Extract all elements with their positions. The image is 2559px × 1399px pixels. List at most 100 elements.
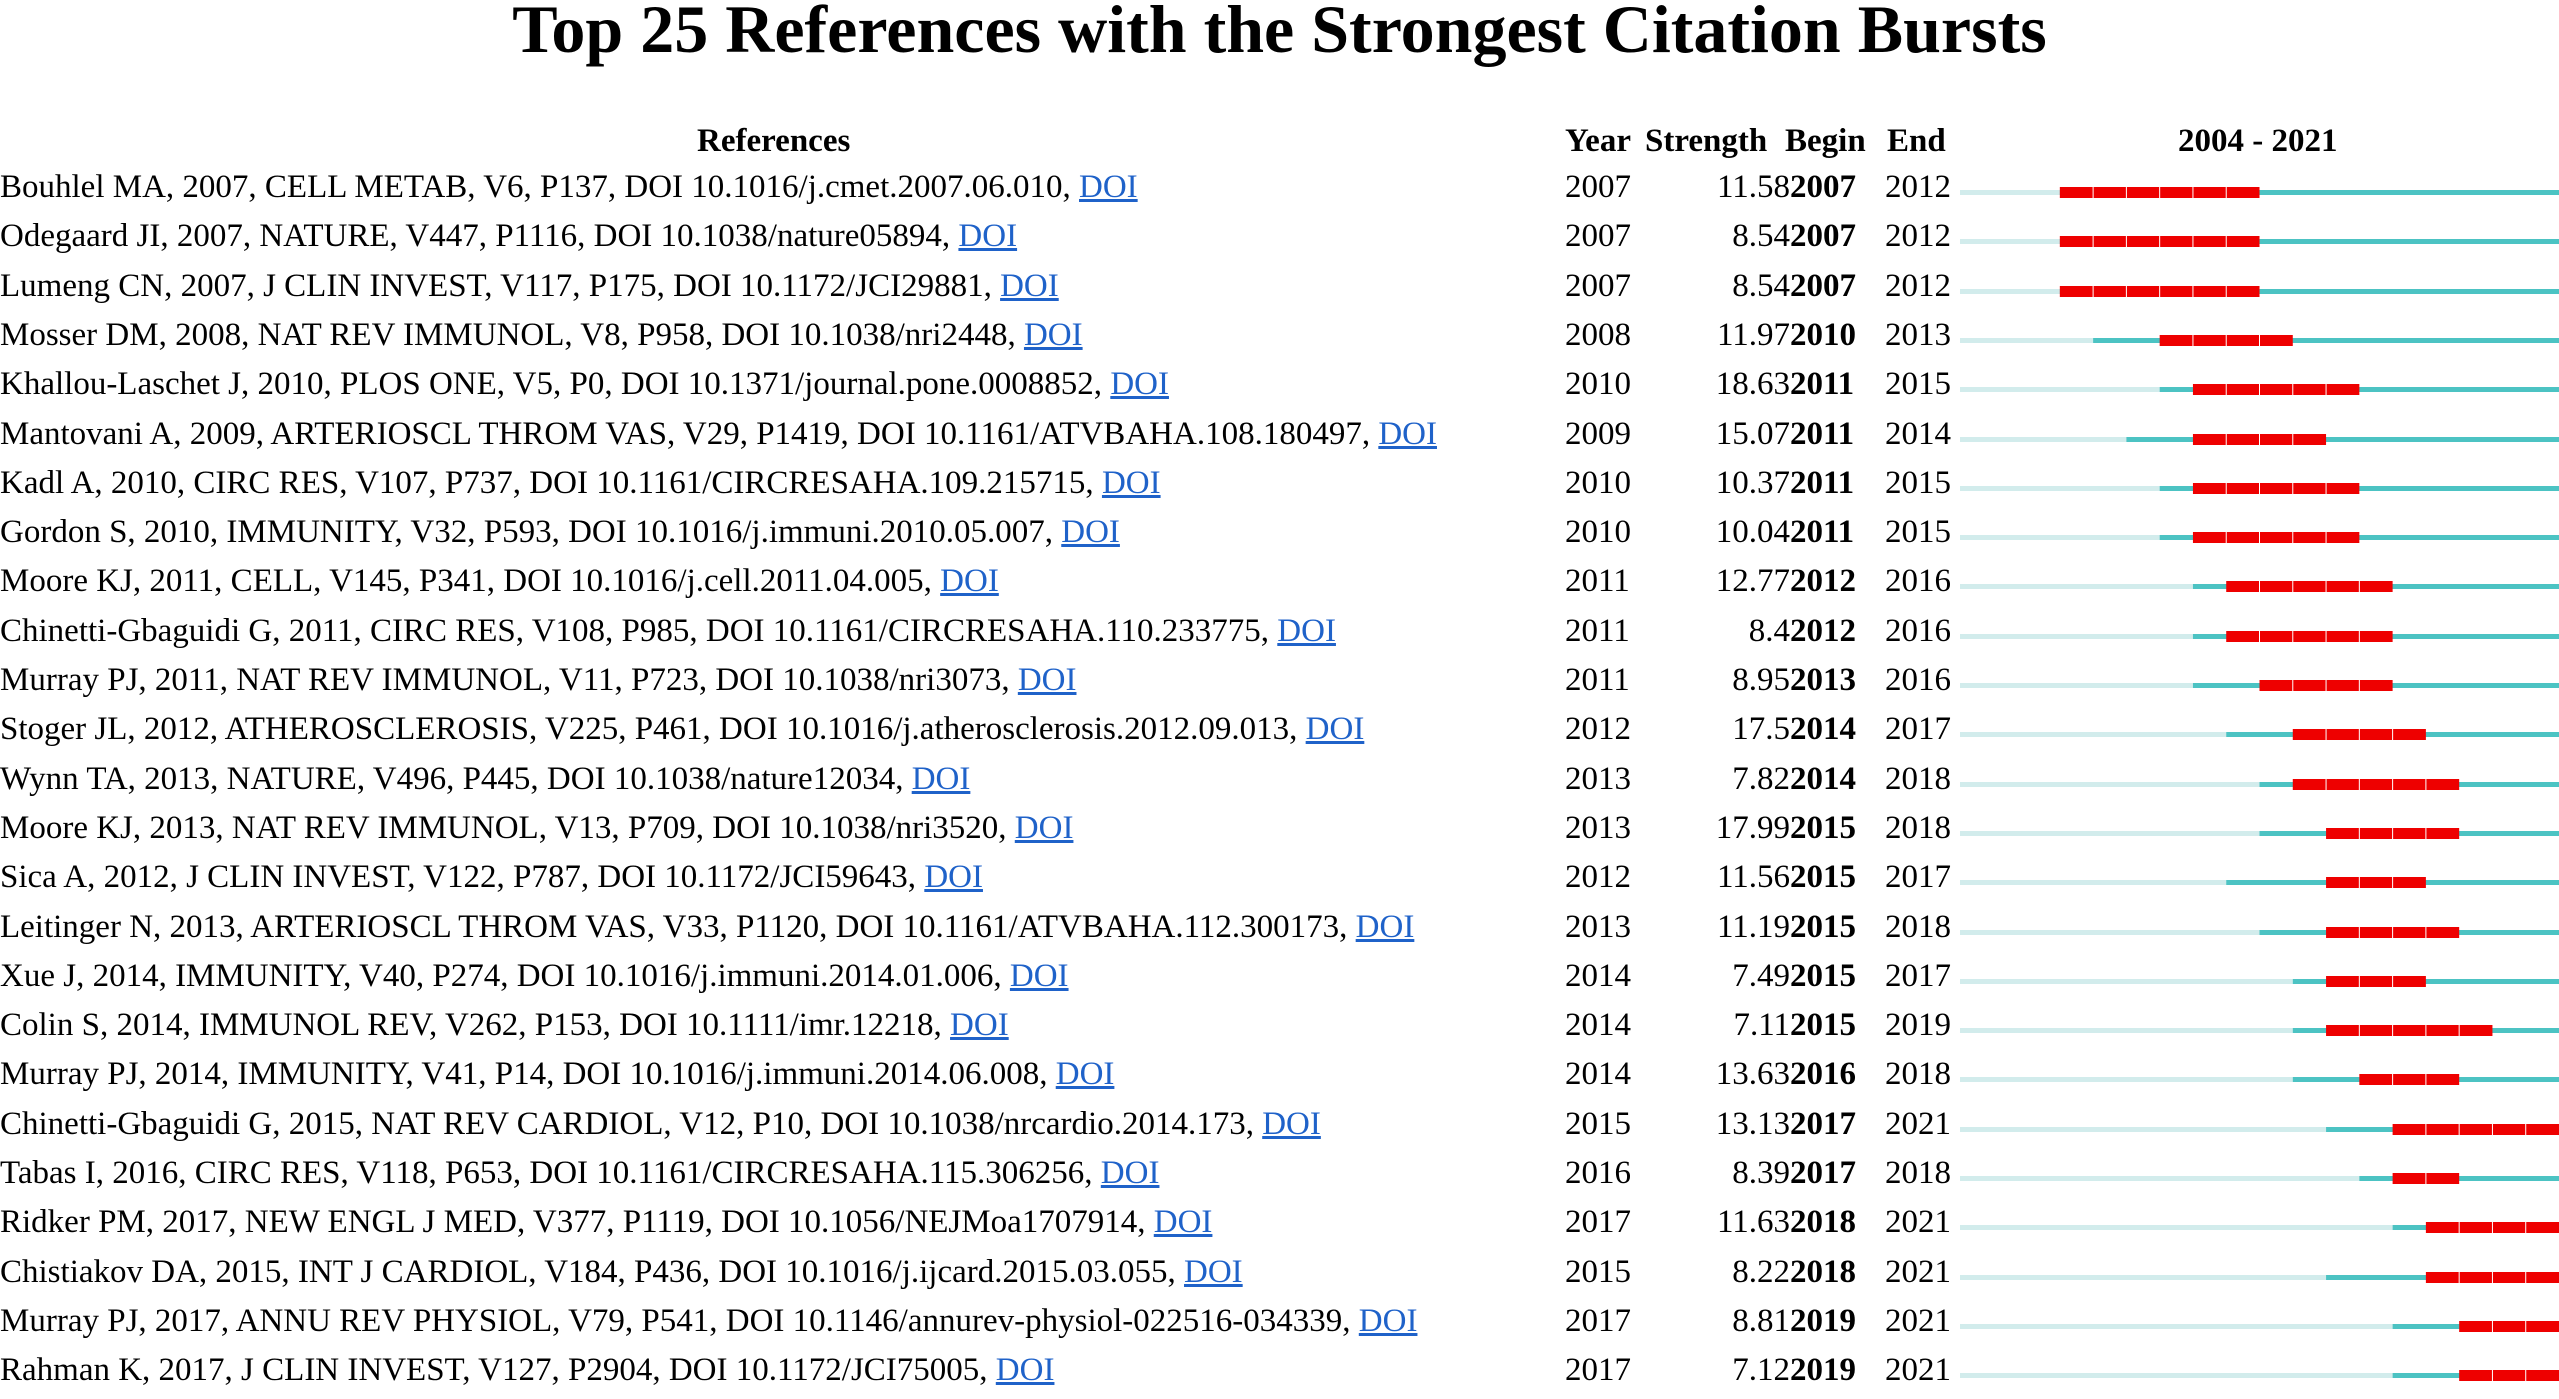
doi-link[interactable]: DOI <box>1055 1056 1115 1093</box>
burst-year-divider <box>2525 1271 2527 1283</box>
begin-cell: 2015 <box>1790 809 1856 846</box>
table-row: Leitinger N, 2013, ARTERIOSCL THROM VAS,… <box>0 907 2559 956</box>
doi-link[interactable]: DOI <box>1079 169 1138 205</box>
reference-cell: Xue J, 2014, IMMUNITY, V40, P274, DOI 10… <box>0 956 1069 996</box>
doi-link[interactable]: DOI <box>1358 1302 1418 1339</box>
reference-text: Ridker PM, 2017, NEW ENGL J MED, V377, P… <box>0 1204 1154 1241</box>
burst-year-divider <box>2458 1025 2460 1037</box>
burst-timeline <box>1960 1271 2559 1283</box>
burst-year-divider <box>2125 236 2127 248</box>
end-cell: 2017 <box>1885 859 1951 896</box>
burst-year-divider <box>2092 236 2094 248</box>
burst-timeline <box>1960 334 2559 346</box>
timeline-active <box>2126 436 2559 442</box>
year-cell: 2017 <box>1565 1352 1631 1389</box>
burst-bar <box>2226 581 2393 593</box>
end-cell: 2016 <box>1885 563 1951 600</box>
doi-link[interactable]: DOI <box>924 859 983 896</box>
burst-year-divider <box>2325 581 2327 593</box>
reference-cell: Wynn TA, 2013, NATURE, V496, P445, DOI 1… <box>0 759 970 799</box>
strength-cell: 10.37 <box>1715 464 1790 501</box>
burst-year-divider <box>2259 334 2260 346</box>
timeline-pre-publication <box>1960 732 2227 738</box>
table-row: Moore KJ, 2013, NAT REV IMMUNOL, V13, P7… <box>0 808 2559 857</box>
burst-bar <box>2292 778 2460 790</box>
end-cell: 2018 <box>1885 809 1951 846</box>
header-begin: Begin <box>1785 123 1866 159</box>
doi-link[interactable]: DOI <box>1017 662 1077 698</box>
burst-year-divider <box>2325 680 2327 691</box>
begin-cell: 2014 <box>1790 711 1856 748</box>
doi-link[interactable]: DOI <box>1184 1253 1243 1290</box>
timeline-pre-publication <box>1960 1126 2327 1132</box>
year-cell: 2011 <box>1565 612 1630 649</box>
timeline-pre-publication <box>1960 1028 2293 1034</box>
timeline-pre-publication <box>1960 683 2193 688</box>
doi-link[interactable]: DOI <box>1023 316 1083 353</box>
doi-link[interactable]: DOI <box>1305 711 1365 748</box>
burst-year-divider <box>2292 532 2294 544</box>
end-cell: 2014 <box>1885 415 1951 452</box>
timeline-pre-publication <box>1960 535 2160 541</box>
doi-link[interactable]: DOI <box>1262 1105 1321 1142</box>
doi-link[interactable]: DOI <box>1355 908 1415 945</box>
reference-cell: Stoger JL, 2012, ATHEROSCLEROSIS, V225, … <box>0 709 1364 749</box>
doi-link[interactable]: DOI <box>1009 957 1069 994</box>
begin-cell: 2014 <box>1790 760 1856 797</box>
burst-timeline <box>1960 926 2559 938</box>
reference-text: Leitinger N, 2013, ARTERIOSCL THROM VAS,… <box>0 908 1356 945</box>
reference-text: Khallou-Laschet J, 2010, PLOS ONE, V5, P… <box>0 366 1111 403</box>
burst-year-divider <box>2225 187 2227 198</box>
end-cell: 2018 <box>1885 760 1951 797</box>
burst-timeline <box>1960 581 2559 593</box>
doi-link[interactable]: DOI <box>1061 514 1120 551</box>
begin-cell: 2015 <box>1790 859 1856 896</box>
burst-timeline <box>1960 1074 2559 1086</box>
timeline-pre-publication <box>1960 1323 2393 1329</box>
strength-cell: 8.54 <box>1732 218 1790 255</box>
burst-year-divider <box>2491 1370 2493 1382</box>
burst-bar <box>2192 482 2360 494</box>
doi-link[interactable]: DOI <box>1277 612 1336 649</box>
doi-link[interactable]: DOI <box>911 760 971 797</box>
doi-link[interactable]: DOI <box>958 218 1018 255</box>
burst-bar <box>2392 1123 2559 1135</box>
timeline-pre-publication <box>1960 633 2193 639</box>
begin-cell: 2015 <box>1790 908 1856 945</box>
reference-text: Chinetti-Gbaguidi G, 2015, NAT REV CARDI… <box>0 1105 1263 1142</box>
burst-timeline <box>1960 975 2559 987</box>
doi-link[interactable]: DOI <box>1153 1204 1213 1241</box>
year-cell: 2013 <box>1565 908 1631 945</box>
burst-year-divider <box>2192 236 2194 248</box>
doi-link[interactable]: DOI <box>1100 1155 1160 1191</box>
reference-text: Tabas I, 2016, CIRC RES, V118, P653, DOI… <box>0 1155 1101 1191</box>
doi-link[interactable]: DOI <box>950 1007 1009 1044</box>
doi-link[interactable]: DOI <box>995 1352 1055 1389</box>
doi-link[interactable]: DOI <box>1110 366 1169 403</box>
burst-bar <box>2326 975 2426 987</box>
doi-link[interactable]: DOI <box>1101 464 1161 501</box>
doi-link[interactable]: DOI <box>940 563 999 600</box>
burst-timeline <box>1960 1123 2559 1135</box>
timeline-active <box>2059 239 2559 245</box>
table-row: Murray PJ, 2011, NAT REV IMMUNOL, V11, P… <box>0 660 2559 709</box>
timeline-pre-publication <box>1960 485 2160 491</box>
doi-link[interactable]: DOI <box>1378 415 1437 452</box>
reference-cell: Odegaard JI, 2007, NATURE, V447, P1116, … <box>0 216 1017 256</box>
reference-text: Stoger JL, 2012, ATHEROSCLEROSIS, V225, … <box>0 711 1306 748</box>
year-cell: 2014 <box>1565 1007 1631 1044</box>
timeline-pre-publication <box>1960 880 2227 886</box>
burst-year-divider <box>2358 975 2360 987</box>
reference-cell: Moore KJ, 2011, CELL, V145, P341, DOI 10… <box>0 561 999 601</box>
burst-timeline <box>1960 680 2559 691</box>
header-year: Year <box>1565 123 1631 159</box>
burst-year-divider <box>2392 877 2394 889</box>
burst-timeline <box>1960 1025 2559 1037</box>
doi-link[interactable]: DOI <box>1000 267 1059 304</box>
reference-text: Sica A, 2012, J CLIN INVEST, V122, P787,… <box>0 859 925 896</box>
end-cell: 2012 <box>1885 169 1951 205</box>
doi-link[interactable]: DOI <box>1014 809 1074 846</box>
timeline-pre-publication <box>1960 929 2260 935</box>
reference-text: Bouhlel MA, 2007, CELL METAB, V6, P137, … <box>0 169 1079 205</box>
